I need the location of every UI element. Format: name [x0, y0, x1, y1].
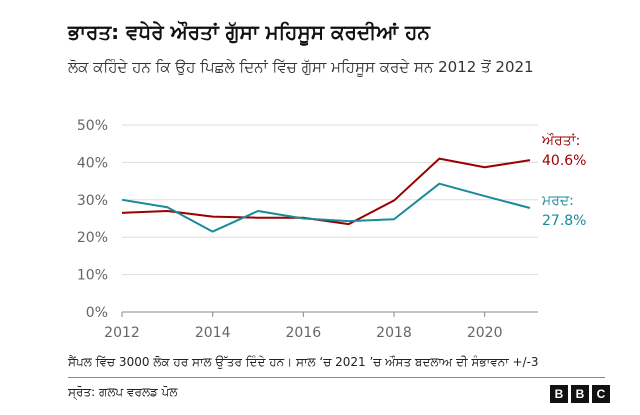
y-tick-label: 20%: [77, 230, 108, 246]
y-tick-label: 40%: [77, 155, 108, 171]
series-lines: [121, 157, 531, 233]
bbc-logo: B B C: [550, 385, 610, 403]
y-tick-label: 10%: [77, 268, 108, 284]
chart-subtitle: ਲੋਕ ਕਹਿੰਦੇ ਹਨ ਕਿ ਉਹ ਪਿਛਲੇ ਦਿਨਾਂ ਵਿੱਚ ਗੁੱ…: [68, 58, 534, 76]
bbc-logo-letter: B: [550, 385, 568, 403]
y-axis-ticks: 0% 10% 20% 30% 40% 50%: [77, 118, 108, 321]
footer-divider: [68, 377, 605, 378]
x-tick-label: 2018: [376, 325, 412, 341]
chart-title: ਭਾਰਤ: ਵਧੇਰੇ ਔਰਤਾਂ ਗੁੱਸਾ ਮਹਿਸੂਸ ਕਰਦੀਆਂ ਹਨ: [68, 20, 430, 44]
series-value-label: 40.6%: [542, 153, 586, 169]
y-tick-label: 30%: [77, 193, 108, 209]
bbc-logo-letter: B: [571, 385, 589, 403]
series-name-label: ਮਰਦ:: [541, 193, 574, 209]
series-labels: ਔਰਤਾਂ: 40.6% ਮਰਦ: 27.8%: [541, 133, 586, 229]
source-note: ਸ੍ਰੋਤ: ਗਲਪ ਵਰਲਡ ਪੋਲ: [68, 385, 178, 399]
x-tick-label: 2020: [467, 325, 503, 341]
series-line-0: [121, 157, 531, 226]
gridlines: [122, 124, 538, 313]
x-tick-label: 2016: [286, 325, 322, 341]
x-tick-label: 2012: [104, 325, 140, 341]
bbc-logo-letter: C: [592, 385, 610, 403]
footnote: ਸੈਂਪਲ ਵਿੱਚ 3000 ਲੋਕ ਹਰ ਸਾਲ ਉੱਤਰ ਦਿੰਦੇ ਹਨ…: [68, 355, 539, 369]
y-tick-label: 0%: [86, 305, 108, 321]
y-tick-label: 50%: [77, 118, 108, 134]
x-axis-ticks: 2012 2014 2016 2018 2020: [104, 312, 502, 341]
x-tick-label: 2014: [195, 325, 231, 341]
series-line-1: [121, 182, 531, 233]
series-name-label: ਔਰਤਾਂ:: [541, 133, 580, 149]
series-value-label: 27.8%: [542, 213, 586, 229]
